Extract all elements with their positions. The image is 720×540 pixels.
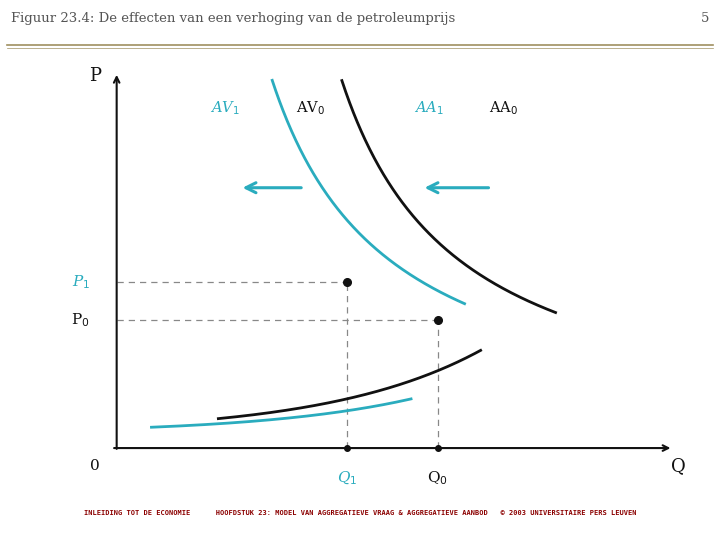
Text: Q: Q: [671, 457, 686, 475]
Text: AV$_0$: AV$_0$: [296, 99, 325, 117]
Text: 5: 5: [701, 12, 709, 25]
Text: AA$_1$: AA$_1$: [414, 99, 444, 117]
Text: 0: 0: [91, 459, 100, 473]
Text: AV$_1$: AV$_1$: [210, 99, 240, 117]
Text: P: P: [89, 66, 102, 85]
Text: P$_1$: P$_1$: [71, 273, 90, 291]
Text: AA$_0$: AA$_0$: [489, 99, 518, 117]
Text: P$_0$: P$_0$: [71, 311, 90, 328]
Text: Figuur 23.4: De effecten van een verhoging van de petroleumprijs: Figuur 23.4: De effecten van een verhogi…: [11, 12, 455, 25]
Text: Q$_0$: Q$_0$: [428, 470, 448, 488]
Text: Q$_1$: Q$_1$: [337, 470, 357, 487]
Text: INLEIDING TOT DE ECONOMIE      HOOFDSTUK 23: MODEL VAN AGGREGATIEVE VRAAG & AGGR: INLEIDING TOT DE ECONOMIE HOOFDSTUK 23: …: [84, 510, 636, 516]
